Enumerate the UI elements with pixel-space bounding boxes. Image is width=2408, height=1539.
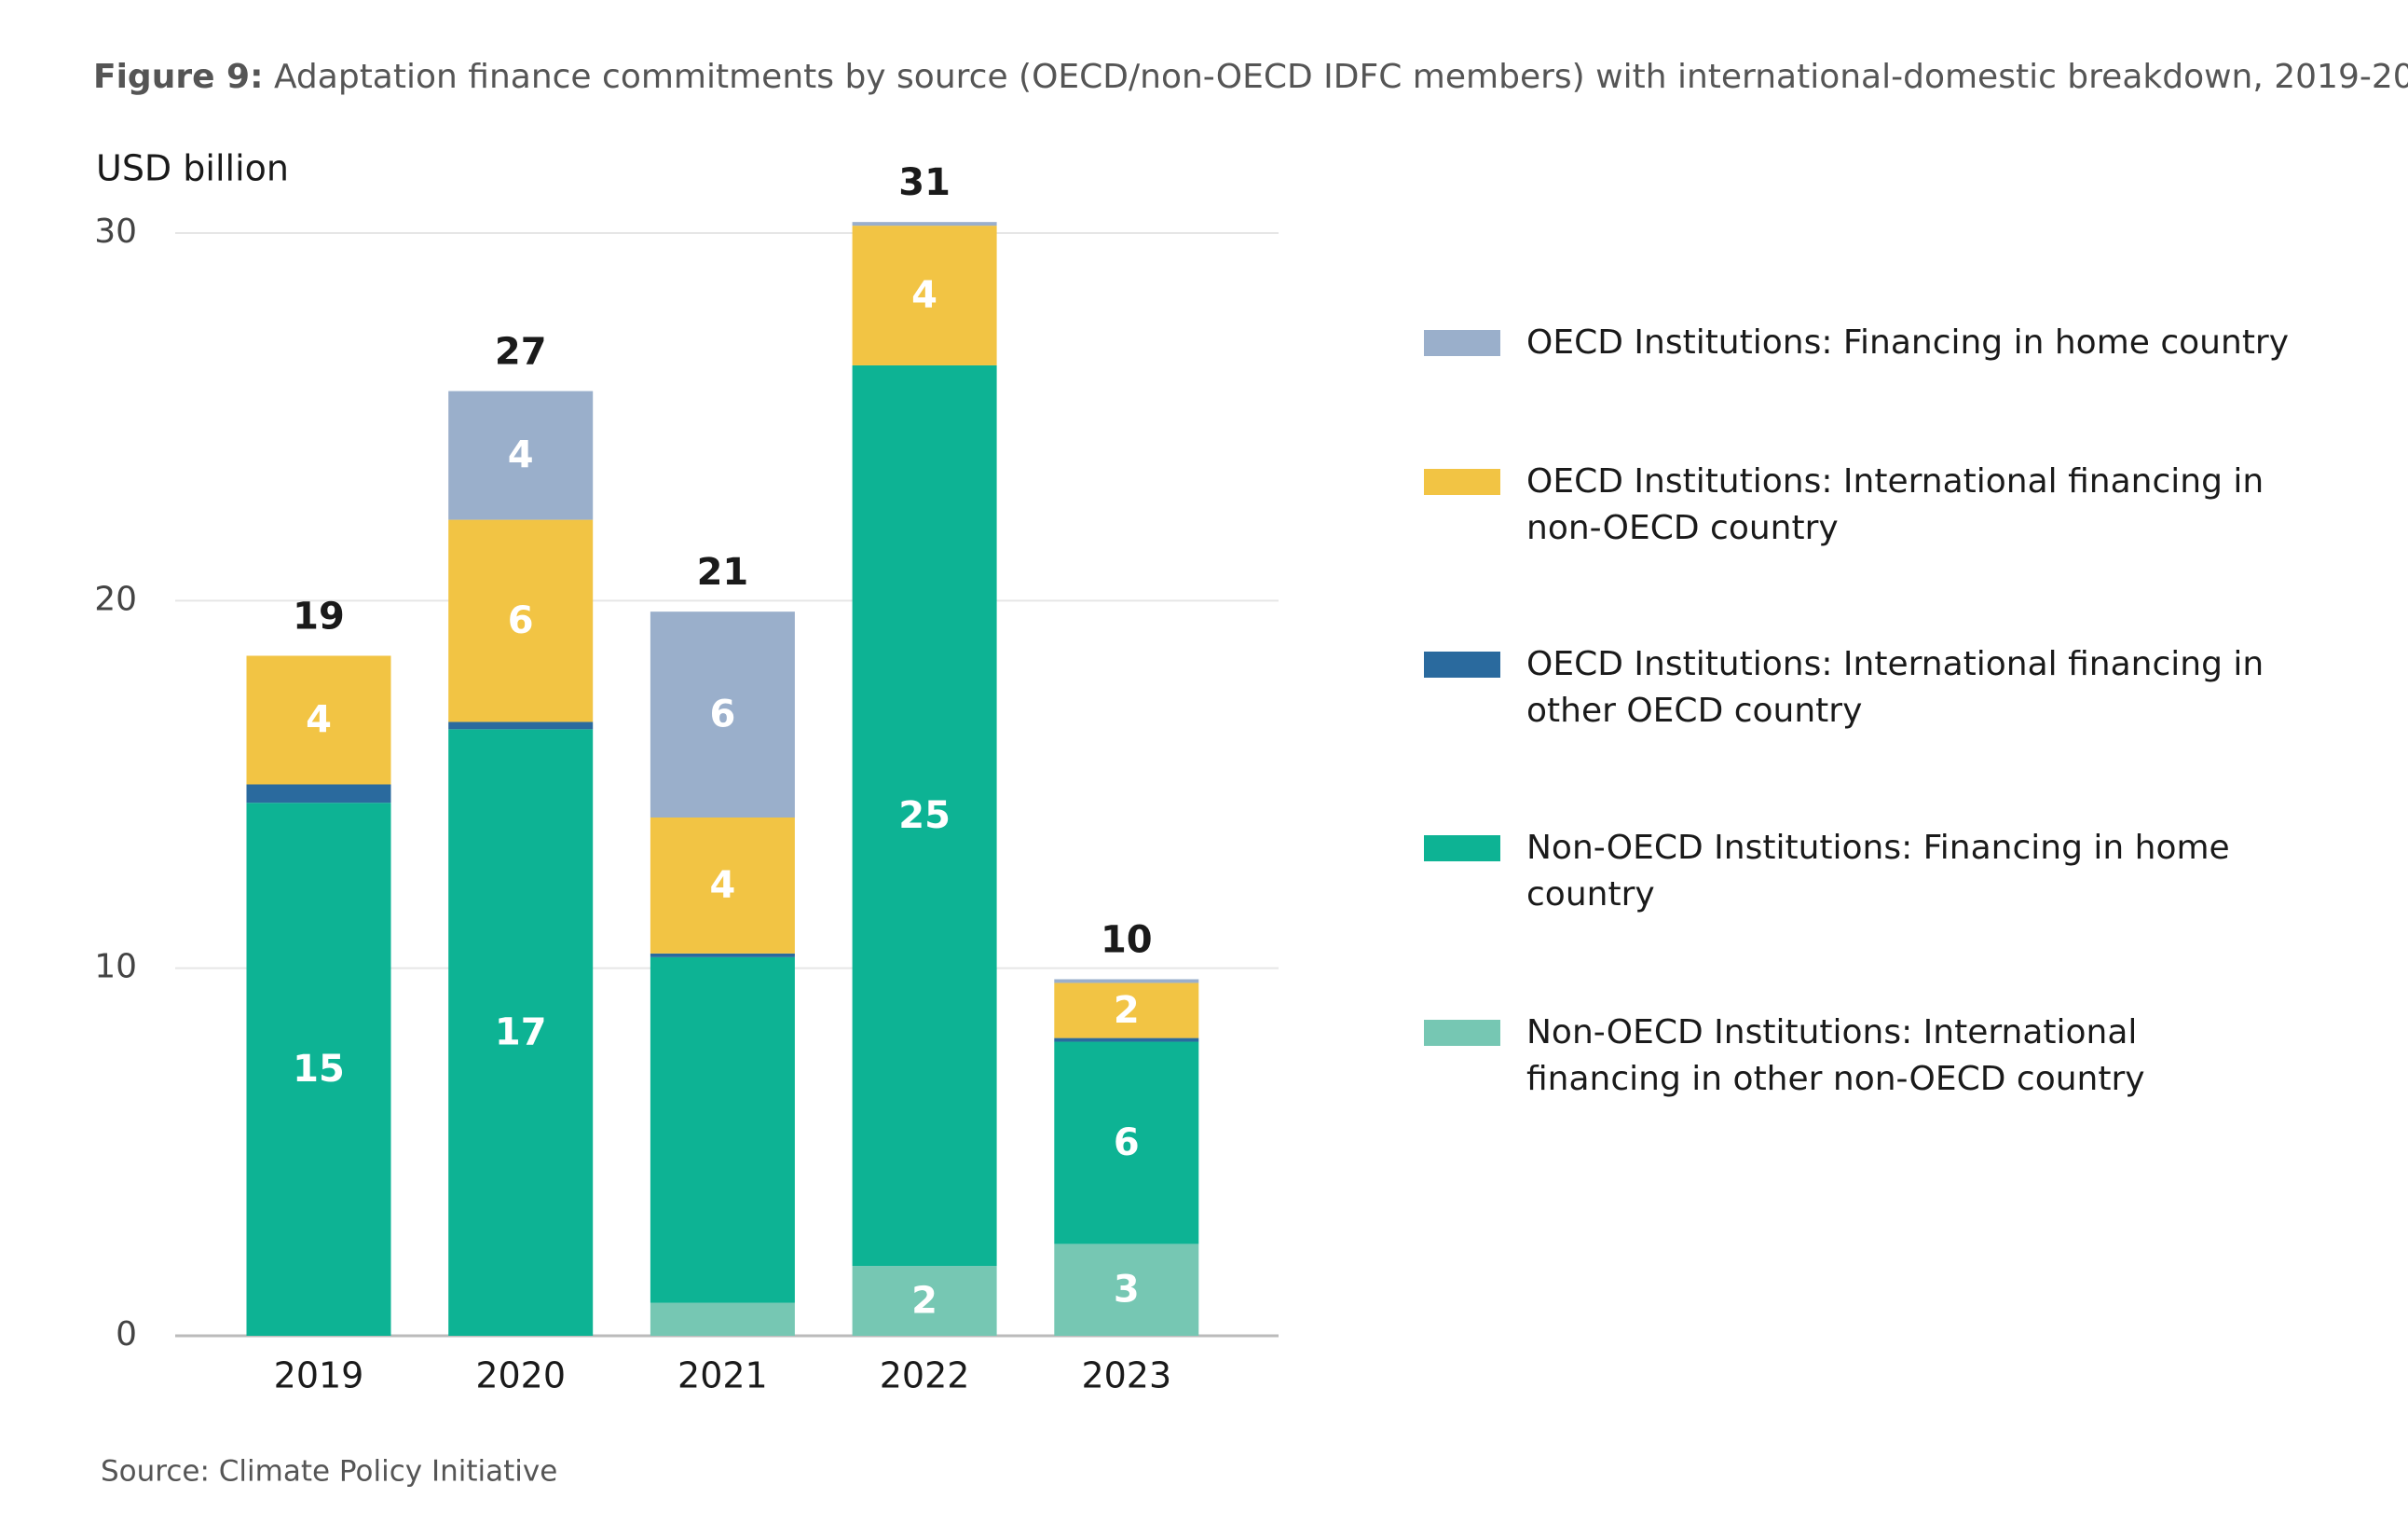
x-tick-label: 2020: [475, 1355, 566, 1396]
x-tick-label: 2019: [274, 1355, 364, 1396]
bar-segment: [448, 729, 594, 1336]
legend-swatch: [1424, 652, 1500, 678]
bar-segment: [1054, 1037, 1199, 1042]
bar-segment: [852, 1266, 997, 1336]
bar-segment: [650, 1302, 795, 1336]
data-label: 4: [709, 864, 735, 907]
data-label: 6: [508, 599, 534, 642]
y-axis-label: USD billion: [96, 148, 289, 189]
bar-segment: [1054, 1244, 1199, 1336]
legend-label: OECD Institutions: International financi…: [1526, 645, 2264, 730]
bar-segment: [448, 721, 594, 730]
data-label: 6: [709, 694, 735, 736]
x-tick-label: 2022: [880, 1355, 970, 1396]
y-tick-label: 10: [94, 948, 137, 986]
y-tick-label: 0: [116, 1315, 137, 1353]
legend-swatch: [1424, 330, 1500, 356]
data-label: 17: [495, 1011, 547, 1054]
total-label: 19: [293, 595, 345, 638]
bar-segment: [1054, 982, 1199, 1038]
chart-title: Adaptation finance commitments by source…: [273, 58, 2408, 96]
data-label: 3: [1114, 1269, 1140, 1312]
bar-segment: [246, 655, 391, 785]
legend-label: Non-OECD Institutions: International fin…: [1526, 1013, 2145, 1098]
bar-segment: [448, 519, 594, 722]
legend-swatch: [1424, 469, 1500, 495]
data-label: 4: [306, 698, 332, 741]
bar-segment: [650, 956, 795, 1303]
x-tick-label: 2023: [1081, 1355, 1171, 1396]
x-tick-label: 2021: [677, 1355, 768, 1396]
legend-label: OECD Institutions: International financi…: [1526, 462, 2264, 547]
bar-segment: [1054, 979, 1199, 983]
source: Source: Climate Policy Initiative: [101, 1455, 557, 1489]
data-label: 4: [508, 434, 534, 477]
bar-segment: [448, 391, 594, 520]
bar-segment: [246, 784, 391, 804]
total-label: 31: [898, 161, 951, 204]
legend-label: OECD Institutions: Financing in home cou…: [1526, 323, 2290, 362]
bar-segment: [246, 803, 391, 1336]
data-label: 6: [1114, 1121, 1140, 1164]
bar-segment: [852, 222, 997, 227]
bar-segment: [1054, 1041, 1199, 1244]
y-tick-label: 30: [94, 213, 137, 251]
bar-segment: [650, 611, 795, 818]
figure-label: Figure 9:: [93, 58, 264, 96]
legend-swatch: [1424, 1020, 1500, 1046]
data-label: 2: [1114, 989, 1140, 1032]
legend-label: Non-OECD Institutions: Financing in home…: [1526, 829, 2230, 914]
data-label: 2: [911, 1280, 937, 1323]
total-label: 27: [495, 331, 547, 374]
data-label: 15: [293, 1048, 345, 1091]
bar-segment: [852, 226, 997, 365]
legend-swatch: [1424, 835, 1500, 861]
total-label: 21: [697, 551, 749, 594]
data-label: 4: [911, 274, 937, 317]
title-block: Figure 9: Adaptation finance commitments…: [93, 58, 2408, 96]
bar-segment: [650, 953, 795, 957]
bar-segment: [852, 364, 997, 1267]
data-label: 25: [898, 794, 951, 837]
bar-segment: [650, 817, 795, 954]
y-tick-label: 20: [94, 580, 137, 618]
total-label: 10: [1101, 918, 1153, 961]
